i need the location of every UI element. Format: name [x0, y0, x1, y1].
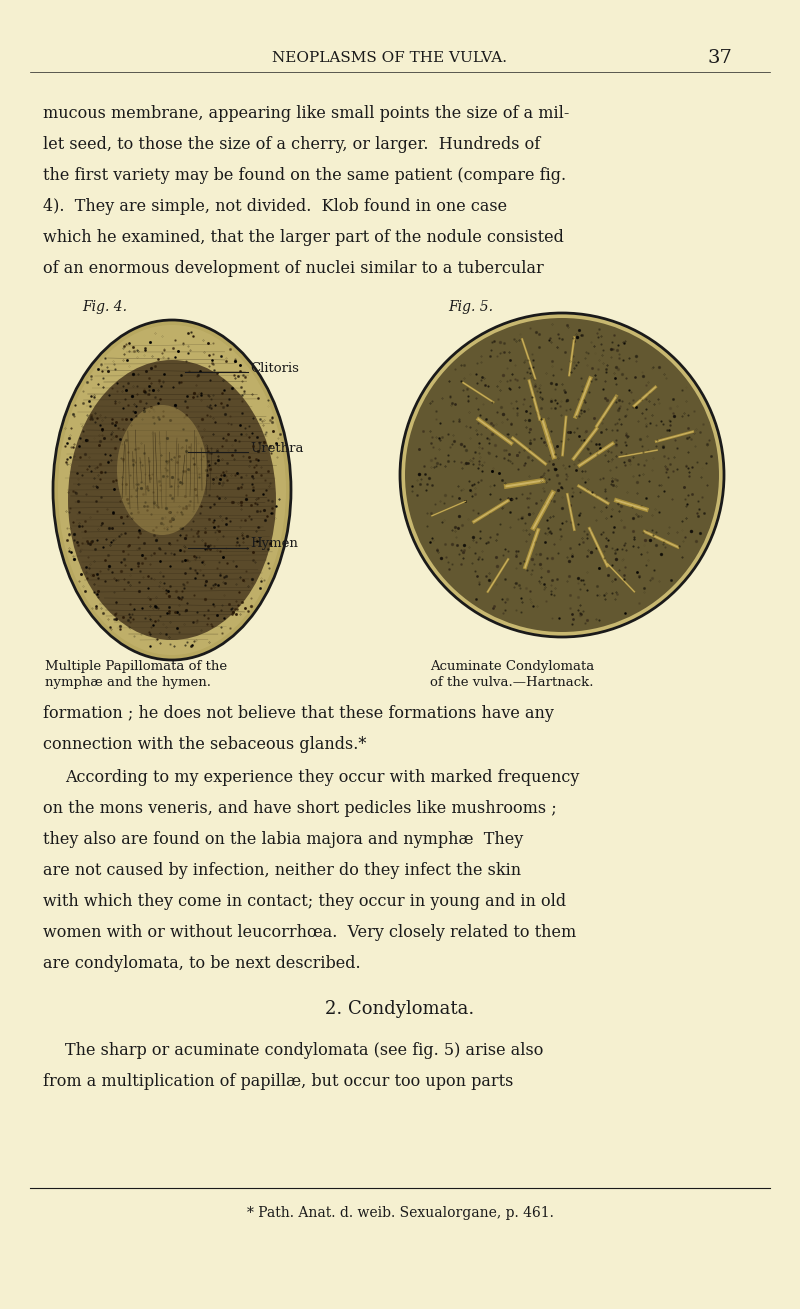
Text: Hymen: Hymen [250, 538, 298, 551]
Text: Fig. 5.: Fig. 5. [448, 300, 493, 314]
Text: with which they come in contact; they occur in young and in old: with which they come in contact; they oc… [43, 893, 566, 910]
Text: Fig. 4.: Fig. 4. [82, 300, 127, 314]
Text: on the mons veneris, and have short pedicles like mushrooms ;: on the mons veneris, and have short pedi… [43, 800, 557, 817]
Text: are not caused by infection, neither do they infect the skin: are not caused by infection, neither do … [43, 863, 521, 880]
Text: NEOPLASMS OF THE VULVA.: NEOPLASMS OF THE VULVA. [273, 51, 507, 65]
Text: of the vulva.—Hartnack.: of the vulva.—Hartnack. [430, 675, 594, 689]
Text: 37: 37 [707, 48, 733, 67]
Text: Acuminate Condylomata: Acuminate Condylomata [430, 660, 594, 673]
Text: from a multiplication of papillæ, but occur too upon parts: from a multiplication of papillæ, but oc… [43, 1073, 514, 1090]
Text: Multiple Papillomata of the: Multiple Papillomata of the [45, 660, 227, 673]
Text: connection with the sebaceous glands.*: connection with the sebaceous glands.* [43, 736, 366, 753]
Text: which he examined, that the larger part of the nodule consisted: which he examined, that the larger part … [43, 229, 564, 246]
Text: let seed, to those the size of a cherry, or larger.  Hundreds of: let seed, to those the size of a cherry,… [43, 136, 540, 153]
Text: * Path. Anat. d. weib. Sexualorgane, p. 461.: * Path. Anat. d. weib. Sexualorgane, p. … [246, 1206, 554, 1220]
Text: According to my experience they occur with marked frequency: According to my experience they occur wi… [65, 768, 579, 785]
Text: 2. Condylomata.: 2. Condylomata. [326, 1000, 474, 1018]
Text: The sharp or acuminate condylomata (see fig. 5) arise also: The sharp or acuminate condylomata (see … [65, 1042, 543, 1059]
Circle shape [400, 313, 724, 637]
Ellipse shape [117, 404, 207, 535]
Text: they also are found on the labia majora and nymphæ  They: they also are found on the labia majora … [43, 831, 523, 848]
Text: are condylomata, to be next described.: are condylomata, to be next described. [43, 956, 361, 973]
Text: formation ; he does not believe that these formations have any: formation ; he does not believe that the… [43, 706, 554, 723]
Ellipse shape [68, 360, 276, 640]
Text: of an enormous development of nuclei similar to a tubercular: of an enormous development of nuclei sim… [43, 260, 544, 278]
Text: mucous membrane, appearing like small points the size of a mil-: mucous membrane, appearing like small po… [43, 105, 570, 122]
Text: Clitoris: Clitoris [250, 361, 299, 374]
Text: the first variety may be found on the same patient (compare fig.: the first variety may be found on the sa… [43, 168, 566, 185]
Ellipse shape [58, 325, 286, 654]
Ellipse shape [53, 319, 291, 660]
Text: 4).  They are simple, not divided.  Klob found in one case: 4). They are simple, not divided. Klob f… [43, 198, 507, 215]
Circle shape [405, 318, 719, 632]
Text: Urethra: Urethra [250, 441, 303, 454]
Text: women with or without leucorrhœa.  Very closely related to them: women with or without leucorrhœa. Very c… [43, 924, 576, 941]
Text: nymphæ and the hymen.: nymphæ and the hymen. [45, 675, 211, 689]
